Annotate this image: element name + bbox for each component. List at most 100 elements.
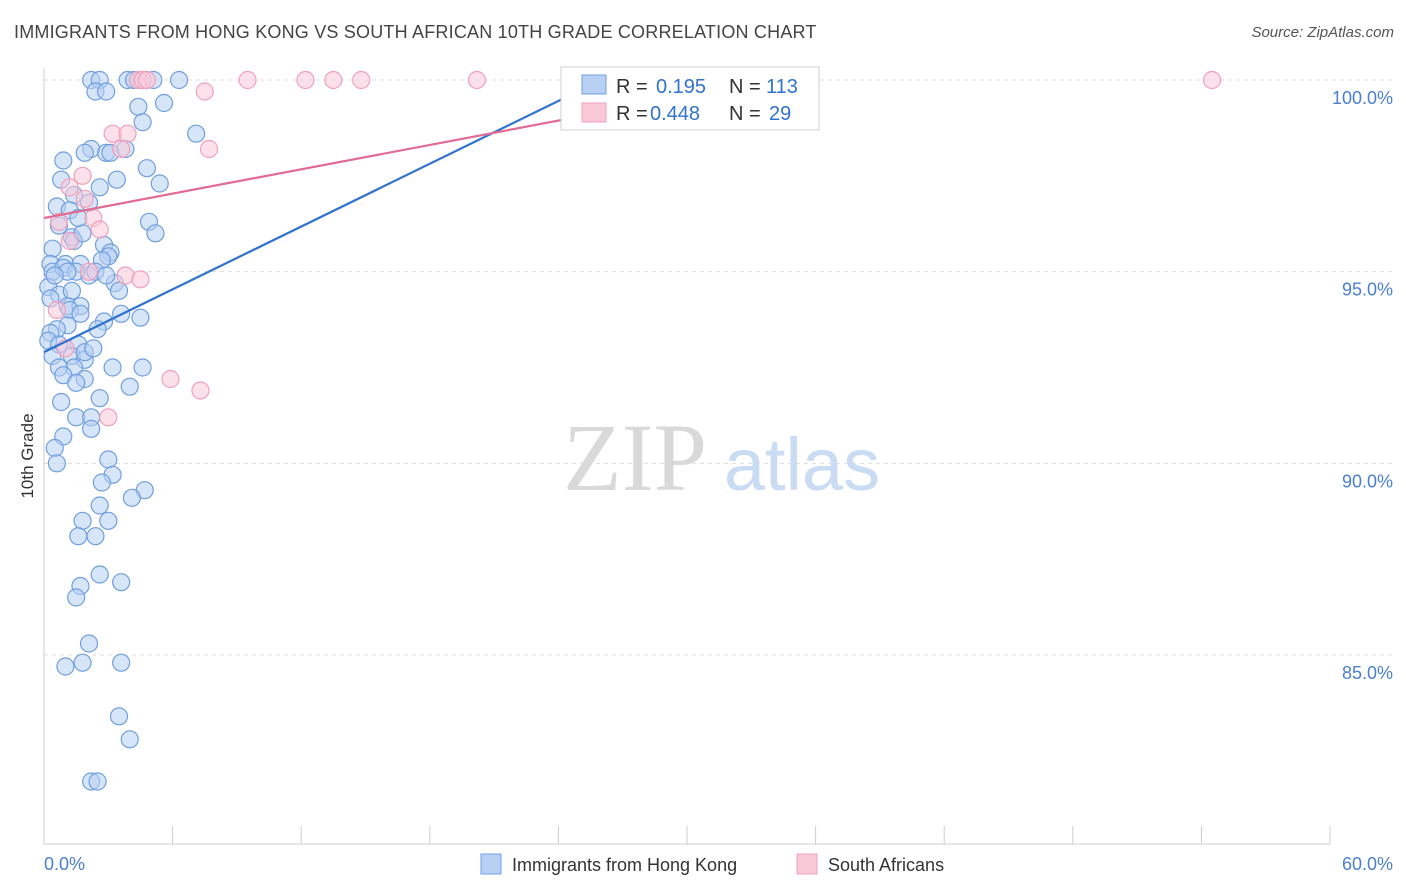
legend-swatch-south-africans xyxy=(796,853,818,875)
data-point-1-23 xyxy=(131,270,150,289)
data-point-0-72 xyxy=(67,373,86,392)
data-point-0-111 xyxy=(52,392,71,412)
stats-r-label-hong-kong: R = xyxy=(616,76,648,98)
data-point-0-17 xyxy=(107,170,126,189)
data-point-0-9 xyxy=(154,93,174,113)
watermark-zip: ZIP xyxy=(563,404,707,511)
data-point-1-15 xyxy=(60,178,79,197)
data-point-1-21 xyxy=(79,262,99,281)
data-point-0-108 xyxy=(45,266,64,285)
data-point-0-10 xyxy=(133,113,152,132)
data-point-0-83 xyxy=(92,473,111,492)
data-point-1-14 xyxy=(73,166,92,185)
data-point-1-6 xyxy=(352,70,371,90)
data-point-1-8 xyxy=(1203,70,1222,90)
data-point-0-31 xyxy=(43,239,62,258)
data-point-0-68 xyxy=(103,358,122,377)
data-point-0-74 xyxy=(90,389,109,408)
y-tick-label-0: 100.0% xyxy=(1332,88,1393,108)
y-tick-label-2: 90.0% xyxy=(1342,471,1393,491)
data-point-1-2 xyxy=(137,70,156,90)
data-point-1-19 xyxy=(90,220,109,239)
data-point-0-100 xyxy=(120,730,139,749)
stats-swatch-south-africans xyxy=(581,102,607,123)
stats-n-label-hong-kong: N = xyxy=(729,76,761,98)
stats-n-value-south-africans: 29 xyxy=(769,103,791,125)
stats-swatch-hong-kong xyxy=(581,74,607,95)
data-point-0-87 xyxy=(73,511,92,530)
data-point-0-8 xyxy=(129,97,148,116)
data-point-0-80 xyxy=(47,454,66,473)
data-point-0-77 xyxy=(82,419,101,438)
data-point-1-11 xyxy=(118,124,137,143)
data-point-0-14 xyxy=(75,143,94,162)
data-point-0-21 xyxy=(90,178,109,197)
data-point-1-26 xyxy=(191,381,210,400)
data-point-0-89 xyxy=(69,527,88,546)
data-point-0-46 xyxy=(62,281,81,300)
data-point-0-7 xyxy=(97,82,116,101)
data-point-1-9 xyxy=(195,82,214,101)
watermark-atlas: atlas xyxy=(724,423,880,506)
stats-r-value-south-africans: 0.448 xyxy=(650,103,700,125)
data-point-1-7 xyxy=(467,70,487,90)
data-point-0-112 xyxy=(84,339,103,358)
source-label: Source: ZipAtlas.com xyxy=(1251,24,1394,41)
axes xyxy=(43,68,1331,845)
x-tick-label-right: 60.0% xyxy=(1342,854,1393,874)
data-point-0-5 xyxy=(169,70,189,90)
data-point-0-79 xyxy=(45,438,64,458)
series-hong-kong-points xyxy=(39,70,206,791)
data-point-0-109 xyxy=(97,266,116,285)
data-point-0-94 xyxy=(67,588,86,607)
data-point-0-26 xyxy=(146,224,165,243)
data-point-0-47 xyxy=(109,281,129,300)
data-point-1-25 xyxy=(161,369,180,389)
data-point-0-11 xyxy=(187,124,206,143)
y-tick-label-1: 95.0% xyxy=(1342,280,1393,300)
data-point-0-95 xyxy=(79,634,99,653)
series-south-africans-points xyxy=(47,70,1222,427)
gridlines xyxy=(44,79,1394,656)
data-point-0-90 xyxy=(86,527,105,546)
data-point-0-85 xyxy=(122,488,141,507)
data-point-1-24 xyxy=(47,300,66,320)
legend-label-hong-kong: Immigrants from Hong Kong xyxy=(512,855,737,875)
chart-title: IMMIGRANTS FROM HONG KONG VS SOUTH AFRIC… xyxy=(14,22,817,42)
data-point-0-16 xyxy=(137,159,156,178)
tick-labels: 100.0% 95.0% 90.0% 85.0% 0.0% 60.0% xyxy=(44,88,1393,874)
stats-box: R = 0.195 N = 113 R = 0.448 N = 29 xyxy=(560,66,820,131)
data-point-0-97 xyxy=(73,653,92,672)
data-point-0-52 xyxy=(71,304,90,323)
legend-label-south-africans: South Africans xyxy=(828,855,944,875)
data-point-1-22 xyxy=(116,266,135,285)
data-point-1-4 xyxy=(296,70,315,90)
y-tick-label-3: 85.0% xyxy=(1342,663,1393,683)
stats-n-label-south-africans: N = xyxy=(729,103,761,125)
data-point-1-27 xyxy=(99,408,118,427)
data-point-1-20 xyxy=(60,231,79,251)
data-point-0-99 xyxy=(109,707,129,726)
data-point-1-17 xyxy=(49,212,69,231)
data-point-0-88 xyxy=(99,511,118,530)
data-point-1-5 xyxy=(324,70,343,90)
data-point-1-13 xyxy=(199,139,219,159)
x-tick-label-left: 0.0% xyxy=(44,854,85,874)
data-point-1-16 xyxy=(75,189,94,208)
data-point-1-3 xyxy=(238,70,257,90)
data-point-0-81 xyxy=(99,450,118,469)
data-point-0-96 xyxy=(56,657,75,676)
data-point-0-73 xyxy=(120,377,139,396)
stats-r-label-south-africans: R = xyxy=(616,103,648,125)
data-point-0-54 xyxy=(131,308,150,327)
data-point-0-91 xyxy=(90,565,109,584)
watermark: ZIP atlas xyxy=(563,404,880,511)
data-point-0-86 xyxy=(90,496,109,515)
data-point-0-92 xyxy=(112,573,131,592)
stats-n-value-hong-kong: 113 xyxy=(766,76,798,98)
trend-line-0 xyxy=(43,79,602,354)
data-point-1-12 xyxy=(112,139,131,159)
data-point-0-20 xyxy=(150,174,169,193)
data-point-0-103 xyxy=(54,151,73,170)
